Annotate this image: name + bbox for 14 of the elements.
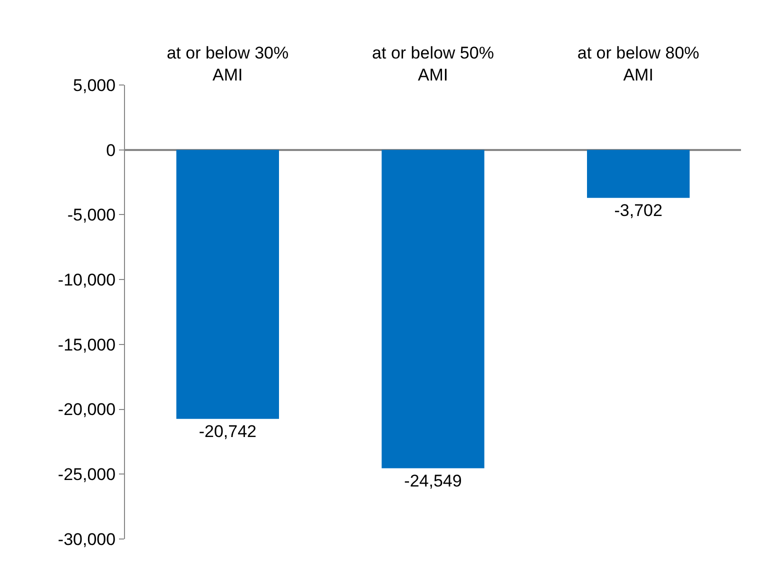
- y-tick-label: -5,000: [67, 206, 116, 225]
- y-tick-label: -10,000: [58, 270, 116, 290]
- data-label: -20,742: [198, 422, 256, 441]
- x-tick-label: at or below 30% AMI: [166, 44, 289, 85]
- y-tick-label: -25,000: [58, 465, 116, 484]
- x-tick-label: at or below 50% AMI: [372, 44, 494, 85]
- x-tick-label: at or below 80% AMI: [577, 44, 700, 85]
- y-tick-label: -20,000: [58, 400, 116, 420]
- data-label: -3,702: [614, 200, 662, 220]
- y-tick-label: -30,000: [58, 530, 116, 549]
- y-tick-label: 5,000: [73, 76, 116, 95]
- data-label: -24,549: [404, 471, 462, 490]
- y-tick-label: -15,000: [58, 335, 116, 354]
- y-tick-label: 0: [106, 140, 116, 160]
